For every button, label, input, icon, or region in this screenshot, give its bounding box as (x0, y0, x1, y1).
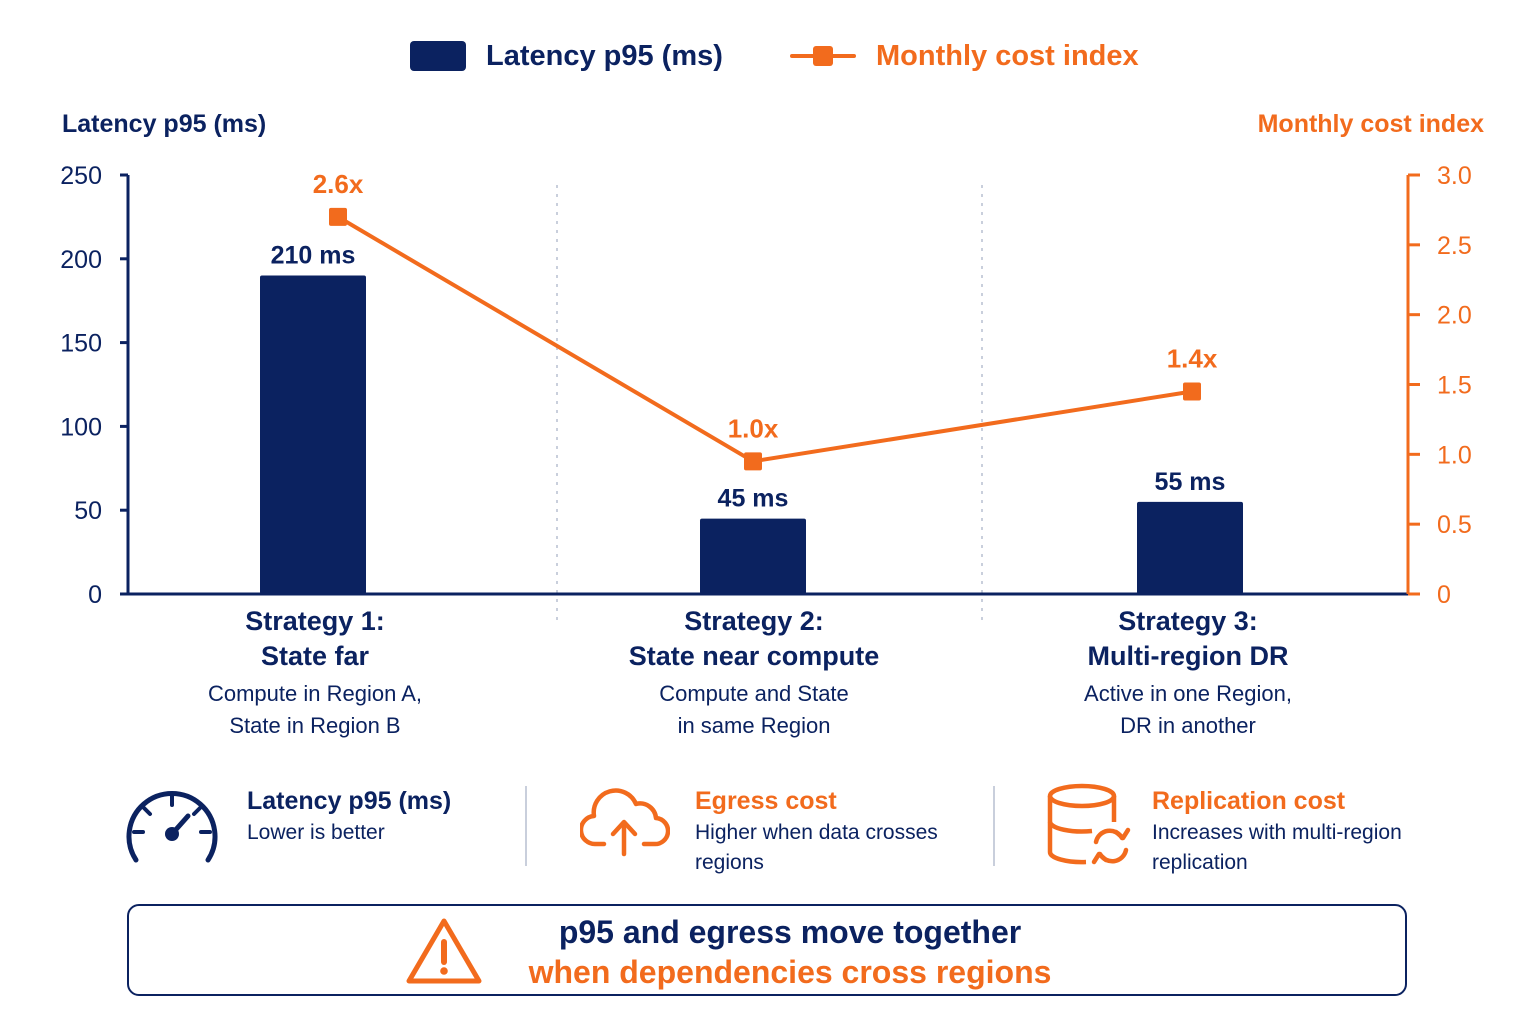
legend-swatch-bar (410, 41, 466, 71)
cost-marker (329, 207, 347, 226)
y2-tick-label: 1.5 (1437, 372, 1472, 400)
legend-item-cost: Monthly cost index (790, 34, 1139, 78)
axes: 0 50 100 150 200 250 0 0.5 1.0 1.5 2.0 2.5 3.0 (60, 162, 1471, 609)
line-series (329, 207, 1201, 471)
info-title: Latency p95 (ms) (247, 787, 452, 815)
bar (1137, 501, 1243, 594)
category-title-line: Multi-region DR (1087, 641, 1289, 671)
combo-chart: 0 50 100 150 200 250 0 0.5 1.0 1.5 2.0 2.5 3.0 210 m… (60, 162, 1472, 620)
legend-label-latency: Latency p95 (ms) (486, 39, 723, 72)
data-labels: 210 ms 45 ms 55 ms 2.6x 1.0x 1.4x (271, 169, 1226, 513)
bar-data-label: 45 ms (718, 485, 789, 513)
y-tick-label: 50 (74, 497, 102, 525)
category-desc-line: State in Region B (229, 713, 401, 738)
category-label-1: Strategy 1: State far Compute in Region … (115, 604, 515, 742)
database-sync-icon (1047, 783, 1131, 865)
info-desc: Higher when data crosses (695, 821, 938, 844)
category-desc-line: Compute in Region A, (207, 681, 423, 706)
info-desc: regions (695, 851, 764, 874)
bar-data-label: 210 ms (271, 242, 356, 270)
info-desc: replication (1152, 851, 1248, 874)
y2-tick-label: 1.0 (1437, 441, 1472, 469)
y-tick-label: 250 (60, 162, 102, 190)
category-title-line: State near compute (628, 641, 880, 671)
cost-marker (1183, 382, 1201, 401)
y2-tick-label: 0 (1437, 581, 1451, 609)
category-desc-line: Compute and State (659, 681, 849, 706)
cost-data-label: 1.4x (1167, 343, 1218, 373)
cost-marker (744, 452, 762, 471)
y2-axis-title: Monthly cost index (1257, 110, 1484, 138)
info-desc: Increases with multi-region (1152, 821, 1402, 844)
y-axis-title: Latency p95 (ms) (62, 110, 267, 138)
category-desc-line: Active in one Region, (1084, 681, 1292, 706)
y2-tick-label: 2.0 (1437, 302, 1472, 330)
category-label-3: Strategy 3: Multi-region DR Active in on… (988, 604, 1388, 742)
cost-data-label: 2.6x (313, 169, 364, 199)
cost-data-label: 1.0x (728, 413, 779, 443)
y2-tick-label: 0.5 (1437, 511, 1472, 539)
callout-line-2: when dependencies cross regions (528, 954, 1052, 990)
speedometer-icon (126, 790, 218, 863)
info-replication: Replication cost Increases with multi-re… (1046, 782, 1446, 882)
info-title: Egress cost (695, 787, 837, 815)
y2-tick-label: 2.5 (1437, 232, 1472, 260)
legend-item-latency: Latency p95 (ms) (410, 34, 723, 78)
y-tick-label: 100 (60, 413, 102, 441)
info-egress: Egress cost Higher when data crosses reg… (580, 782, 980, 882)
warning-triangle-icon (406, 918, 482, 984)
category-title-line: Strategy 1: (245, 606, 385, 636)
category-title-line: Strategy 2: (684, 606, 824, 636)
info-desc: Lower is better (247, 821, 385, 844)
cloud-upload-icon (580, 788, 670, 857)
bar-data-label: 55 ms (1155, 468, 1226, 496)
callout-line-1: p95 and egress move together (558, 914, 1022, 950)
info-divider (525, 786, 527, 866)
info-latency: Latency p95 (ms) Lower is better (122, 782, 482, 882)
callout-box: p95 and egress move together when depend… (127, 904, 1407, 996)
info-title: Replication cost (1152, 787, 1346, 815)
bar-series (260, 275, 1243, 594)
category-desc-line: DR in another (1120, 713, 1256, 738)
legend-swatch-line (790, 43, 856, 69)
y2-tick-label: 3.0 (1437, 162, 1472, 190)
category-title-line: Strategy 3: (1118, 606, 1258, 636)
y-tick-label: 0 (88, 581, 102, 609)
category-label-2: Strategy 2: State near compute Compute a… (554, 604, 954, 742)
legend-label-cost: Monthly cost index (876, 39, 1139, 72)
bar (700, 518, 806, 594)
category-desc-line: in same Region (677, 713, 831, 738)
y-tick-label: 200 (60, 246, 102, 274)
legend: Latency p95 (ms) Monthly cost index (0, 0, 1536, 110)
info-divider (993, 786, 995, 866)
bar (260, 275, 366, 594)
y-tick-label: 150 (60, 330, 102, 358)
category-title-line: State far (260, 641, 370, 671)
